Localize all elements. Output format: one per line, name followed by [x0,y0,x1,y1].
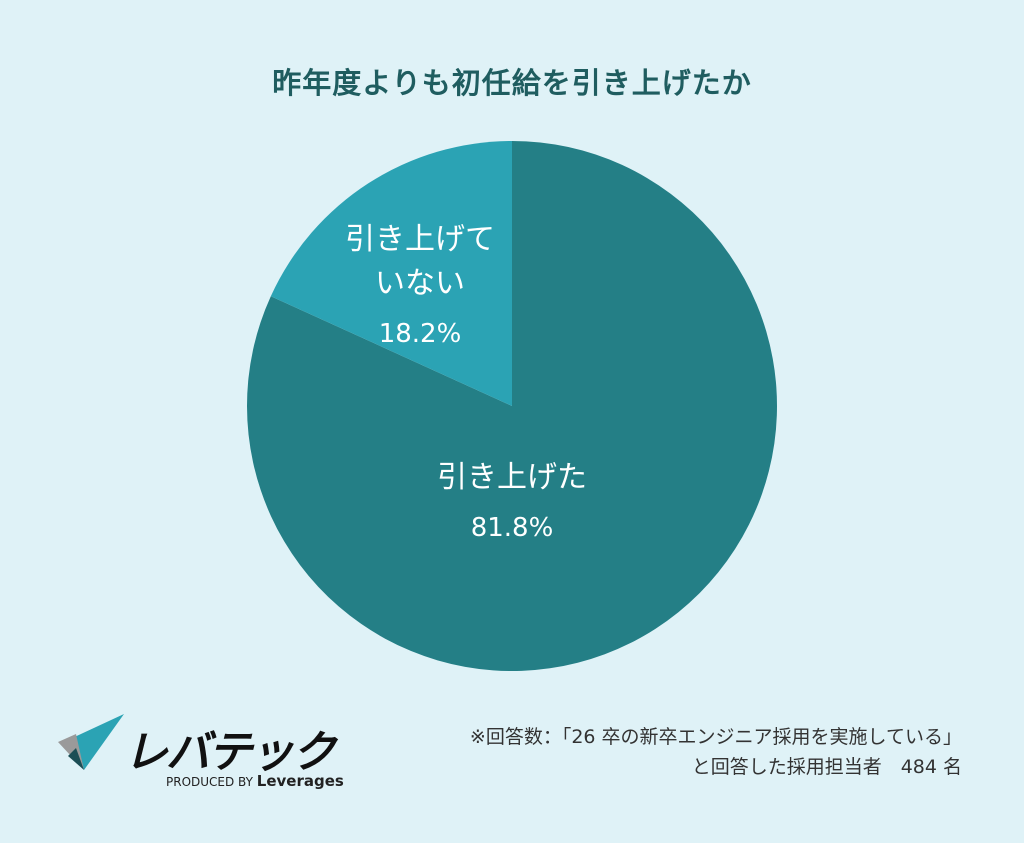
logo-sub-brand: Leverages [256,772,344,790]
logo-subtitle: PRODUCED BY Leverages [166,772,344,790]
pie-slice-1 [270,141,512,406]
logo-text: レバテック [124,727,336,778]
footnote: ※回答数：「26 卒の新卒エンジニア採用を実施している」 と回答した採用担当者 … [470,722,962,782]
slice-value-label: 18.2% [378,319,462,349]
footnote-line2: と回答した採用担当者 484 名 [691,756,962,778]
footnote-line1: ※回答数：「26 卒の新卒エンジニア採用を実施している」 [469,726,962,748]
slice-label-not-raised: 引き上げて いない 18.2% [320,218,520,356]
leverages-logo-mark [58,714,124,770]
logo-sub-prefix: PRODUCED BY [166,775,253,789]
chart-title: 昨年度よりも初任給を引き上げたか [272,66,752,100]
slice-label-text: 引き上げて いない [345,222,495,301]
pie-slice-0 [247,141,778,671]
slice-label-text: 引き上げた [437,460,587,495]
slice-value-label: 81.8% [470,513,554,543]
slice-label-raised: 引き上げた 81.8% [412,456,612,550]
